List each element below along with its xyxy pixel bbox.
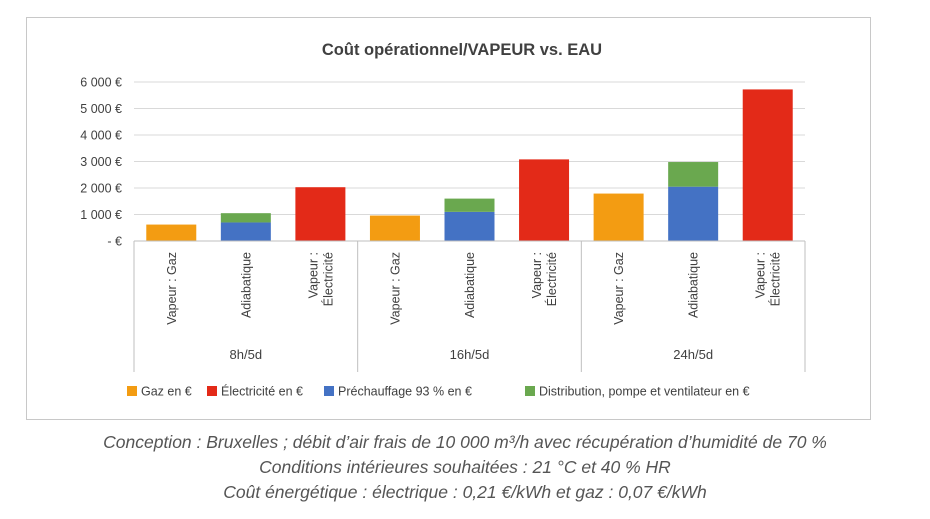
x-group-label: 24h/5d (673, 347, 713, 362)
x-category-label-line: Vapeur : Gaz (165, 252, 179, 325)
bar-segment (742, 89, 793, 241)
x-category-label: Vapeur :Électricité (306, 252, 335, 306)
y-tick-label: 1 000 € (80, 208, 122, 222)
bar-segment (519, 159, 570, 241)
legend-label: Gaz en € (141, 385, 192, 399)
x-category-label-line: Adiabatique (687, 252, 701, 318)
x-category-label: Vapeur :Électricité (530, 252, 559, 306)
x-category-label-line: Vapeur : (530, 252, 544, 298)
x-category-label-line: Vapeur : Gaz (612, 252, 626, 325)
x-category-label-line: Vapeur : (306, 252, 320, 298)
bar-segment (668, 162, 719, 187)
chart-caption: Conception : Bruxelles ; débit d’air fra… (0, 430, 930, 505)
bar-segment (444, 211, 495, 241)
y-tick-label: 6 000 € (80, 76, 122, 90)
x-category-label-line: Électricité (320, 252, 335, 306)
x-category-label-line: Adiabatique (239, 252, 253, 318)
x-group-label: 8h/5d (230, 347, 263, 362)
bar-segment (295, 187, 346, 241)
y-tick-label: 3 000 € (80, 155, 122, 169)
x-category-label: Vapeur :Électricité (754, 252, 783, 306)
y-tick-label: - € (107, 235, 122, 249)
y-tick-label: 4 000 € (80, 129, 122, 143)
bar-segment (444, 198, 495, 212)
x-category-label-line: Vapeur : Gaz (388, 252, 402, 325)
x-category-label: Adiabatique (463, 252, 477, 318)
legend-swatch (324, 386, 334, 396)
bars (146, 89, 793, 241)
x-category-label: Adiabatique (239, 252, 253, 318)
legend-swatch (127, 386, 137, 396)
legend-label: Distribution, pompe et ventilateur en € (539, 385, 750, 399)
legend: Gaz en € Électricité en € Préchauffage 93 … (127, 384, 750, 399)
x-category-label: Vapeur : Gaz (612, 252, 626, 325)
legend-label: Préchauffage 93 % en € (338, 385, 472, 399)
x-category-label-line: Électricité (768, 252, 783, 306)
caption-line-2: Conditions intérieures souhaitées : 21 °… (259, 457, 671, 477)
x-category-label-line: Électricité (544, 252, 559, 306)
legend-swatch (207, 386, 217, 396)
bar-segment (593, 193, 644, 241)
x-category-label-line: Vapeur : (754, 252, 768, 298)
x-category-label: Adiabatique (687, 252, 701, 318)
x-axis: Vapeur : Gaz Adiabatique Vapeur :Électrici… (133, 240, 806, 372)
y-axis-ticks: - € 1 000 € 2 000 € 3 000 € 4 000 € 5 000 € 6 … (80, 76, 122, 249)
y-tick-label: 2 000 € (80, 182, 122, 196)
bar-segment (369, 215, 420, 241)
legend-swatch (525, 386, 535, 396)
bar-segment (668, 186, 719, 241)
bar-segment (220, 222, 271, 241)
caption-line-1: Conception : Bruxelles ; débit d’air fra… (103, 432, 827, 452)
x-category-label-line: Adiabatique (463, 252, 477, 318)
caption-line-3: Coût énergétique : électrique : 0,21 €/k… (223, 482, 707, 502)
legend-label: Électricité en € (221, 384, 303, 399)
x-category-label: Vapeur : Gaz (165, 252, 179, 325)
bar-segment (146, 224, 197, 241)
y-tick-label: 5 000 € (80, 102, 122, 116)
bar-segment (220, 213, 271, 223)
chart-title: Coût opérationnel/VAPEUR vs. EAU (322, 41, 602, 59)
x-category-label: Vapeur : Gaz (388, 252, 402, 325)
x-group-label: 16h/5d (450, 347, 490, 362)
